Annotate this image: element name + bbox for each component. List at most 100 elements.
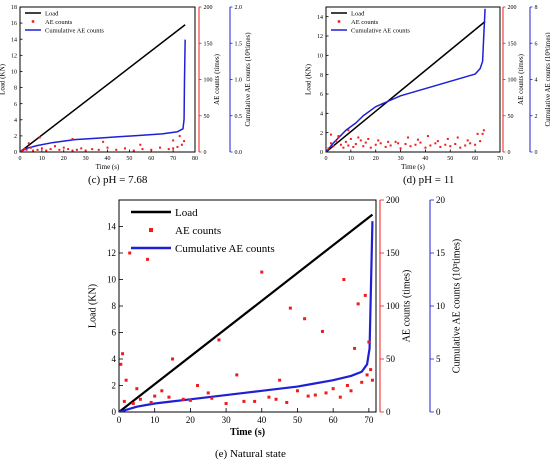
ae-count-point bbox=[397, 142, 400, 145]
ae-count-point bbox=[474, 143, 477, 146]
ae-count-point bbox=[339, 143, 342, 146]
y-left-tick-label: 4 bbox=[112, 354, 117, 364]
legend-label: Cumulative AE counts bbox=[175, 243, 275, 255]
ae-count-point bbox=[295, 389, 299, 393]
ae-count-point bbox=[38, 136, 41, 139]
ae-count-point bbox=[260, 270, 264, 274]
ae-count-point bbox=[466, 139, 469, 142]
x-tick-label: 10 bbox=[348, 156, 354, 162]
y-left-tick-label: 14 bbox=[11, 37, 17, 43]
ae-count-point bbox=[242, 399, 246, 403]
ae-count-point bbox=[159, 146, 161, 149]
y-mid-tick-label: 50 bbox=[508, 114, 514, 120]
ae-count-point bbox=[23, 148, 26, 151]
ae-count-point bbox=[181, 397, 185, 401]
y-right-tick-label: 0 bbox=[535, 150, 538, 156]
ae-count-point bbox=[102, 140, 105, 143]
x-tick-label: 50 bbox=[293, 415, 303, 425]
ae-count-point bbox=[210, 396, 214, 400]
y-right-tick-label: 0 bbox=[436, 407, 441, 417]
load-line bbox=[326, 20, 486, 152]
y-left-tick-label: 2 bbox=[14, 134, 17, 140]
ae-count-point bbox=[426, 135, 429, 138]
ae-count-point bbox=[150, 148, 153, 151]
ae-count-point bbox=[482, 129, 485, 132]
ae-count-point bbox=[332, 145, 335, 148]
ae-count-point bbox=[71, 137, 74, 140]
ae-count-point bbox=[377, 139, 380, 142]
ae-count-point bbox=[369, 368, 373, 372]
ae-count-point bbox=[337, 136, 340, 139]
ae-count-point bbox=[407, 136, 410, 139]
ae-count-point bbox=[416, 138, 419, 141]
ae-count-point bbox=[278, 378, 282, 382]
x-tick-label: 10 bbox=[39, 156, 45, 162]
x-tick-label: 30 bbox=[222, 415, 232, 425]
legend-label: AE counts bbox=[175, 225, 221, 237]
x-tick-label: 50 bbox=[126, 156, 132, 162]
chart-caption: (d) pH = 11 bbox=[403, 174, 454, 186]
y-left-tick-label: 18 bbox=[11, 5, 17, 11]
x-tick-label: 70 bbox=[497, 156, 503, 162]
ae-count-point bbox=[288, 306, 292, 310]
ae-count-point bbox=[153, 394, 157, 398]
ae-count-point bbox=[414, 143, 417, 146]
ae-count-point bbox=[364, 141, 367, 144]
ae-count-point bbox=[146, 257, 150, 261]
x-tick-label: 20 bbox=[61, 156, 67, 162]
ae-count-point bbox=[354, 143, 357, 146]
y-left-tick-label: 0 bbox=[320, 150, 323, 156]
ae-count-point bbox=[75, 148, 78, 151]
ae-count-point bbox=[171, 357, 175, 361]
ae-count-point bbox=[327, 147, 330, 150]
ae-count-point bbox=[347, 144, 350, 147]
y-mid-tick-label: 200 bbox=[204, 5, 213, 11]
x-axis-label: Time (s) bbox=[96, 163, 120, 171]
x-tick-label: 20 bbox=[373, 156, 379, 162]
ae-count-point bbox=[253, 399, 257, 403]
legend-swatch-ae bbox=[31, 20, 35, 23]
chart-0: 0 10 20 30 40 50 60 70 80 Time (s) 0 2 4 6 8 10 12 14 16 18… bbox=[0, 5, 252, 186]
cumulative-ae-line bbox=[20, 39, 186, 152]
ae-count-point bbox=[121, 352, 125, 356]
ae-count-point bbox=[444, 143, 447, 146]
chart-caption: (c) pH = 7.68 bbox=[88, 174, 148, 186]
ae-count-point bbox=[320, 329, 324, 333]
legend-swatch-ae bbox=[149, 228, 153, 232]
y-right-axis-label: Cumulative AE counts (10³times) bbox=[244, 32, 252, 127]
ae-count-point bbox=[306, 394, 310, 398]
cumulative-ae-line bbox=[119, 221, 374, 412]
y-mid-tick-label: 200 bbox=[508, 5, 517, 11]
y-left-tick-label: 10 bbox=[107, 275, 117, 285]
y-right-tick-label: 6 bbox=[535, 41, 538, 47]
y-mid-tick-label: 0 bbox=[508, 150, 511, 156]
ae-count-point bbox=[80, 147, 83, 150]
ae-count-point bbox=[446, 137, 449, 140]
y-right-tick-label: 0.5 bbox=[235, 114, 243, 120]
x-tick-label: 40 bbox=[257, 415, 267, 425]
y-mid-tick-label: 0 bbox=[204, 150, 207, 156]
ae-count-point bbox=[21, 149, 24, 152]
ae-count-point bbox=[459, 146, 462, 149]
ae-count-point bbox=[62, 146, 65, 149]
x-tick-label: 40 bbox=[422, 156, 428, 162]
x-tick-label: 60 bbox=[148, 156, 154, 162]
ae-count-point bbox=[337, 135, 340, 138]
ae-count-point bbox=[32, 149, 35, 152]
ae-count-point bbox=[387, 140, 390, 143]
ae-count-point bbox=[45, 149, 48, 152]
ae-count-point bbox=[160, 389, 164, 393]
y-left-tick-label: 2 bbox=[320, 131, 323, 137]
ae-count-point bbox=[124, 147, 126, 150]
plot-area bbox=[119, 213, 374, 412]
ae-count-point bbox=[352, 145, 355, 148]
ae-count-point bbox=[434, 142, 437, 145]
ae-count-point bbox=[40, 147, 43, 150]
y-mid-tick-label: 100 bbox=[204, 78, 213, 84]
ae-count-point bbox=[454, 143, 457, 146]
y-mid-tick-label: 50 bbox=[386, 354, 396, 364]
y-mid-tick-label: 200 bbox=[386, 195, 400, 205]
ae-count-point bbox=[334, 140, 337, 143]
legend-label: Cumulative AE counts bbox=[351, 27, 410, 34]
